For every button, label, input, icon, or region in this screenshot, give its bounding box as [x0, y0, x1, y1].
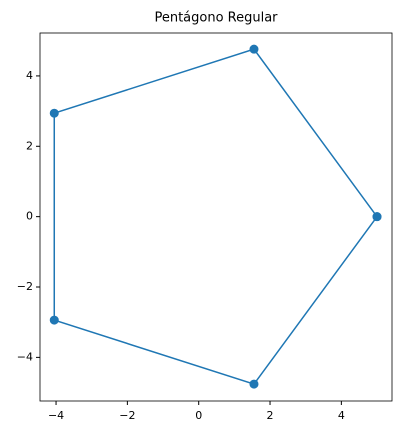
y-tick-label: 2 [26, 139, 33, 152]
marker [249, 44, 259, 54]
line [53, 48, 378, 385]
y-tick-label: 0 [26, 210, 33, 223]
x-tick-label: 4 [338, 409, 345, 422]
chart-title: Pentágono Regular [154, 11, 278, 26]
marker [49, 315, 59, 325]
x-tick-label: −2 [119, 409, 135, 422]
x-tick-label: 2 [267, 409, 274, 422]
y-tick-label: −4 [17, 350, 33, 363]
y-tick-label: −2 [17, 280, 33, 293]
marker [372, 212, 382, 222]
x-tick-label: 0 [195, 409, 202, 422]
marker [249, 379, 259, 389]
y-tick-label: 4 [26, 69, 33, 82]
x-tick-label: −4 [48, 409, 64, 422]
marker [49, 108, 59, 118]
plot-frame [39, 32, 393, 402]
